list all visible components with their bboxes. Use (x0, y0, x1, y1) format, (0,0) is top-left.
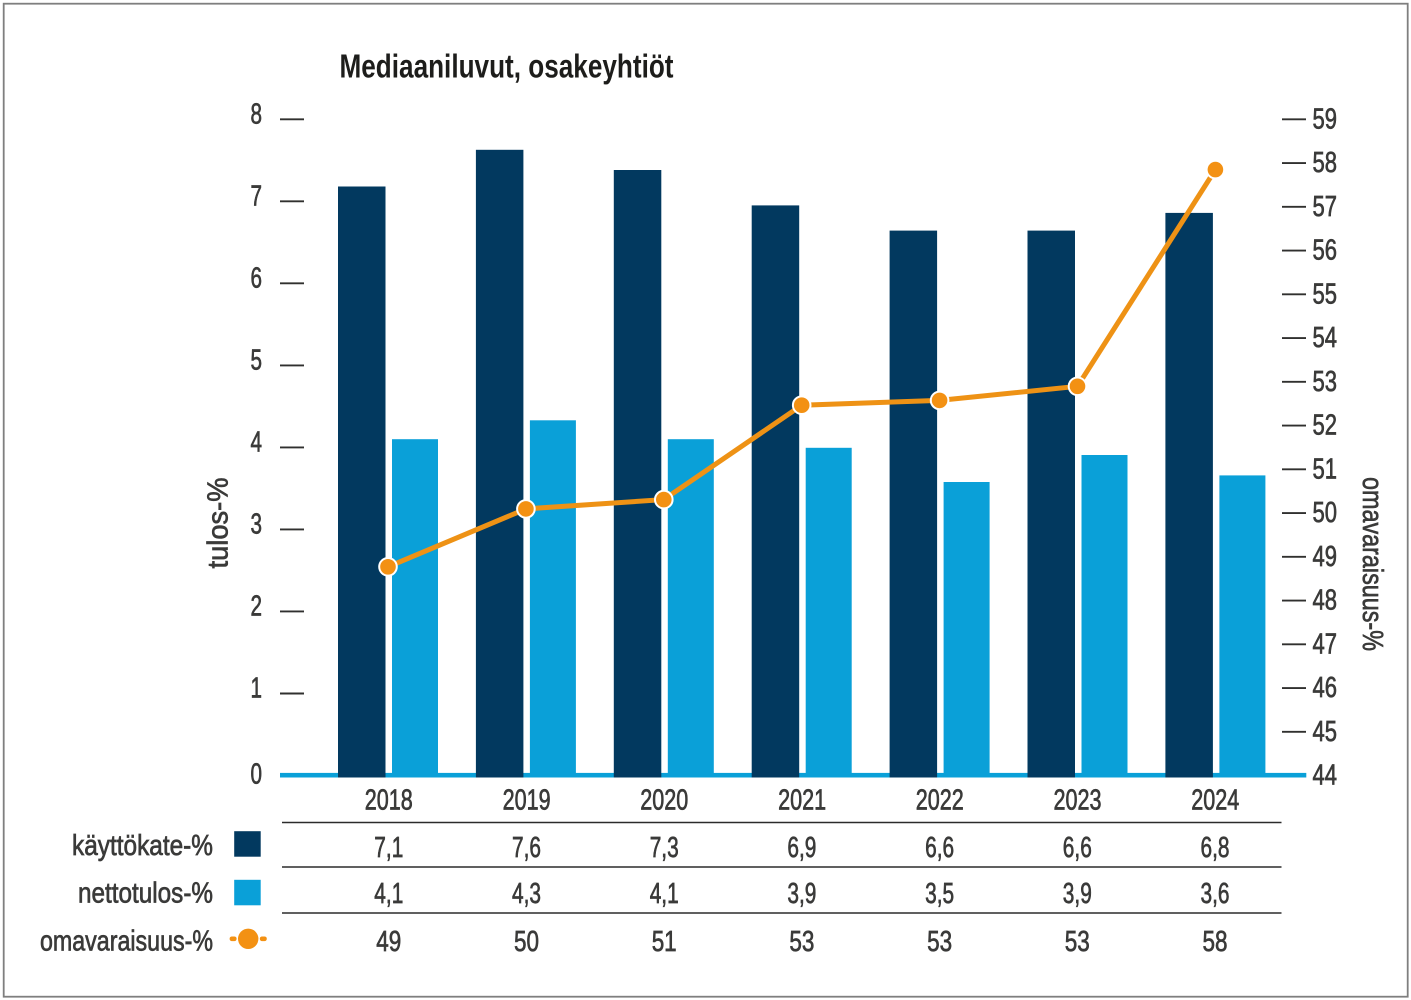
svg-text:49: 49 (1313, 541, 1338, 573)
svg-text:7,3: 7,3 (650, 832, 679, 864)
svg-text:3,9: 3,9 (1063, 878, 1092, 910)
svg-text:3,6: 3,6 (1201, 878, 1230, 910)
svg-text:2019: 2019 (503, 785, 551, 817)
svg-text:8: 8 (251, 98, 263, 130)
svg-text:4,1: 4,1 (650, 878, 679, 910)
svg-text:käyttökate-%: käyttökate-% (72, 830, 213, 862)
svg-text:53: 53 (1065, 926, 1090, 958)
svg-text:51: 51 (1313, 453, 1338, 485)
svg-text:omavaraisuus-%: omavaraisuus-% (1356, 477, 1388, 651)
svg-text:6,8: 6,8 (1201, 832, 1230, 864)
svg-text:44: 44 (1313, 760, 1338, 792)
svg-text:55: 55 (1313, 278, 1338, 310)
svg-text:3,9: 3,9 (787, 878, 816, 910)
svg-text:53: 53 (927, 926, 952, 958)
svg-text:6,6: 6,6 (925, 832, 954, 864)
svg-text:4: 4 (251, 426, 263, 458)
svg-text:53: 53 (1313, 366, 1338, 398)
svg-text:tulos-%: tulos-% (203, 478, 235, 569)
svg-text:2023: 2023 (1054, 785, 1102, 817)
svg-text:Mediaaniluvut, osakeyhtiöt: Mediaaniluvut, osakeyhtiöt (340, 48, 674, 85)
svg-text:2: 2 (251, 590, 263, 622)
svg-text:56: 56 (1313, 235, 1338, 267)
svg-text:4,3: 4,3 (512, 878, 541, 910)
svg-text:50: 50 (1313, 497, 1338, 529)
svg-text:50: 50 (514, 926, 539, 958)
svg-text:omavaraisuus-%: omavaraisuus-% (40, 926, 213, 958)
svg-text:2024: 2024 (1191, 785, 1239, 817)
svg-text:54: 54 (1313, 322, 1338, 354)
svg-text:47: 47 (1313, 628, 1338, 660)
svg-text:6: 6 (251, 262, 263, 294)
svg-text:6,9: 6,9 (787, 832, 816, 864)
svg-text:3: 3 (251, 508, 263, 540)
svg-text:58: 58 (1203, 926, 1228, 958)
svg-text:7: 7 (251, 180, 263, 212)
svg-text:52: 52 (1313, 410, 1338, 442)
svg-text:nettotulos-%: nettotulos-% (78, 878, 213, 910)
svg-text:2022: 2022 (916, 785, 964, 817)
svg-text:3,5: 3,5 (925, 878, 954, 910)
svg-text:7,6: 7,6 (512, 832, 541, 864)
svg-text:53: 53 (789, 926, 814, 958)
svg-text:51: 51 (652, 926, 677, 958)
svg-text:49: 49 (376, 926, 401, 958)
svg-text:2020: 2020 (640, 785, 688, 817)
svg-text:59: 59 (1313, 103, 1338, 135)
svg-text:4,1: 4,1 (374, 878, 403, 910)
svg-text:48: 48 (1313, 585, 1338, 617)
svg-text:6,6: 6,6 (1063, 832, 1092, 864)
svg-text:45: 45 (1313, 716, 1338, 748)
svg-text:5: 5 (251, 344, 263, 376)
svg-text:58: 58 (1313, 147, 1338, 179)
svg-text:7,1: 7,1 (374, 832, 403, 864)
svg-text:2018: 2018 (365, 785, 413, 817)
svg-text:57: 57 (1313, 191, 1338, 223)
svg-text:2021: 2021 (778, 785, 826, 817)
svg-text:46: 46 (1313, 672, 1338, 704)
svg-text:1: 1 (251, 673, 263, 705)
svg-text:0: 0 (251, 759, 263, 791)
